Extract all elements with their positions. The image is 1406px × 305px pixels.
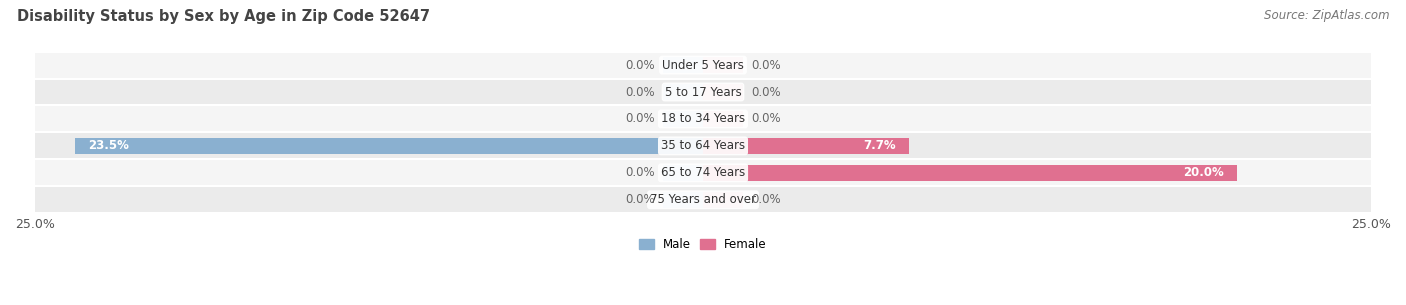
Bar: [35, 79, 1371, 106]
Bar: [662, 111, 703, 127]
Bar: [703, 111, 744, 127]
Text: 0.0%: 0.0%: [626, 59, 655, 72]
Bar: [662, 138, 703, 154]
Bar: [35, 160, 1371, 186]
Text: 0.0%: 0.0%: [626, 85, 655, 99]
Bar: [35, 186, 1371, 213]
Text: 0.0%: 0.0%: [751, 193, 780, 206]
Bar: [35, 132, 1371, 160]
Text: 0.0%: 0.0%: [626, 113, 655, 125]
Text: 35 to 64 Years: 35 to 64 Years: [661, 139, 745, 152]
Bar: [35, 52, 1371, 79]
Text: 65 to 74 Years: 65 to 74 Years: [661, 166, 745, 179]
Text: Source: ZipAtlas.com: Source: ZipAtlas.com: [1264, 9, 1389, 22]
Bar: [75, 138, 703, 154]
Text: 23.5%: 23.5%: [89, 139, 129, 152]
Bar: [703, 165, 744, 181]
Bar: [662, 165, 703, 181]
Text: 5 to 17 Years: 5 to 17 Years: [665, 85, 741, 99]
Text: Under 5 Years: Under 5 Years: [662, 59, 744, 72]
Bar: [703, 138, 744, 154]
Legend: Male, Female: Male, Female: [634, 233, 772, 256]
Bar: [703, 57, 744, 73]
Text: 75 Years and over: 75 Years and over: [650, 193, 756, 206]
Bar: [662, 57, 703, 73]
Text: 0.0%: 0.0%: [626, 193, 655, 206]
Text: Disability Status by Sex by Age in Zip Code 52647: Disability Status by Sex by Age in Zip C…: [17, 9, 430, 24]
Text: 7.7%: 7.7%: [863, 139, 896, 152]
Text: 0.0%: 0.0%: [751, 59, 780, 72]
Bar: [703, 84, 744, 100]
Bar: [662, 192, 703, 208]
Text: 0.0%: 0.0%: [751, 85, 780, 99]
Text: 0.0%: 0.0%: [626, 166, 655, 179]
Bar: [703, 192, 744, 208]
Bar: [35, 106, 1371, 132]
Text: 0.0%: 0.0%: [751, 113, 780, 125]
Bar: [703, 138, 908, 154]
Bar: [662, 84, 703, 100]
Text: 18 to 34 Years: 18 to 34 Years: [661, 113, 745, 125]
Bar: [703, 165, 1237, 181]
Text: 20.0%: 20.0%: [1184, 166, 1225, 179]
